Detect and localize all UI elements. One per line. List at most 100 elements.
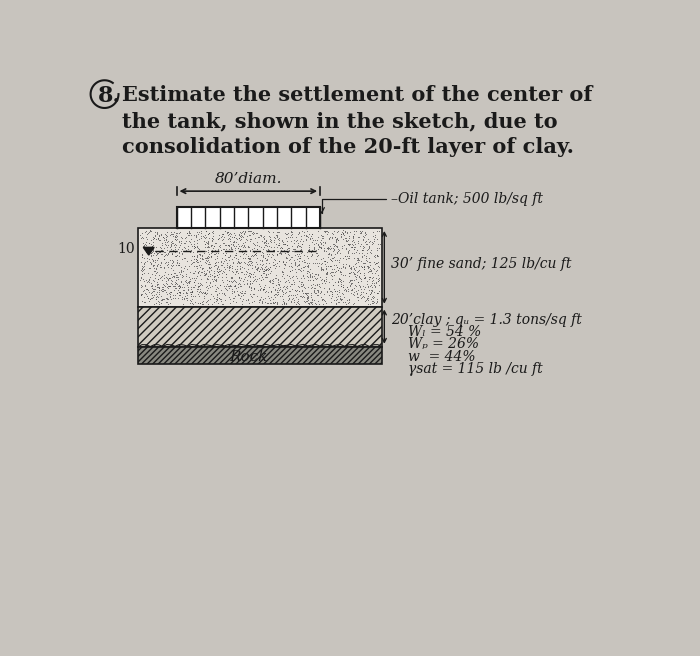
Point	[248, 243, 259, 254]
Point	[300, 230, 312, 241]
Point	[298, 255, 309, 265]
Point	[304, 274, 316, 285]
Point	[267, 297, 279, 308]
Point	[363, 244, 374, 255]
Point	[276, 241, 287, 252]
Point	[352, 253, 363, 264]
Point	[263, 231, 274, 241]
Point	[286, 236, 297, 247]
Point	[217, 247, 228, 258]
Point	[298, 265, 309, 276]
Point	[209, 237, 220, 248]
Point	[346, 236, 358, 247]
Point	[192, 280, 203, 291]
Point	[293, 264, 304, 274]
Point	[234, 235, 246, 245]
Point	[350, 285, 361, 296]
Point	[178, 279, 189, 290]
Point	[271, 232, 282, 242]
Point	[212, 234, 223, 244]
Point	[139, 256, 150, 267]
Point	[136, 233, 147, 243]
Point	[343, 298, 354, 309]
Point	[219, 254, 230, 264]
Point	[228, 236, 239, 246]
Point	[315, 230, 326, 240]
Point	[239, 274, 250, 285]
Point	[181, 275, 192, 285]
Point	[371, 294, 382, 304]
Point	[152, 274, 163, 284]
Point	[200, 277, 211, 287]
Point	[367, 236, 378, 247]
Point	[250, 249, 261, 259]
Point	[312, 226, 323, 236]
Point	[348, 235, 359, 245]
Point	[139, 260, 150, 271]
Point	[178, 285, 190, 296]
Point	[186, 255, 197, 265]
Point	[148, 290, 160, 300]
Point	[144, 256, 155, 267]
Point	[164, 272, 175, 283]
Point	[157, 249, 168, 260]
Point	[276, 271, 288, 281]
Point	[340, 251, 351, 261]
Point	[318, 295, 329, 306]
Point	[176, 262, 187, 272]
Point	[310, 274, 321, 285]
Point	[217, 276, 228, 287]
Point	[270, 297, 281, 308]
Point	[239, 285, 251, 296]
Point	[218, 243, 230, 254]
Point	[156, 295, 167, 305]
Point	[158, 232, 169, 242]
Point	[207, 231, 218, 241]
Point	[279, 262, 290, 273]
Point	[193, 229, 204, 239]
Point	[302, 232, 314, 242]
Point	[228, 237, 239, 247]
Point	[272, 297, 283, 308]
Point	[312, 290, 323, 300]
Point	[234, 263, 246, 274]
Point	[299, 287, 310, 298]
Point	[204, 262, 215, 272]
Point	[283, 243, 294, 253]
Point	[324, 249, 335, 260]
Point	[164, 298, 176, 308]
Point	[202, 255, 213, 266]
Point	[163, 249, 174, 260]
Point	[340, 283, 351, 294]
Point	[277, 296, 288, 306]
Point	[301, 294, 312, 304]
Point	[226, 272, 237, 283]
Point	[260, 264, 271, 275]
Point	[335, 228, 346, 239]
Point	[302, 298, 314, 308]
Point	[197, 246, 209, 256]
Point	[321, 229, 332, 239]
Point	[246, 291, 257, 302]
Point	[318, 265, 329, 276]
Point	[356, 228, 367, 238]
Point	[273, 246, 284, 256]
Point	[275, 245, 286, 255]
Point	[143, 228, 154, 238]
Point	[137, 286, 148, 297]
Point	[241, 278, 253, 289]
Point	[321, 268, 332, 278]
Point	[260, 270, 272, 281]
Point	[209, 261, 220, 272]
Point	[339, 285, 350, 296]
Point	[173, 290, 184, 300]
Point	[340, 262, 351, 272]
Point	[261, 297, 272, 308]
Point	[285, 266, 296, 277]
Point	[345, 263, 356, 274]
Point	[372, 256, 384, 267]
Point	[234, 243, 246, 254]
Point	[246, 256, 257, 266]
Point	[174, 237, 185, 247]
Point	[284, 255, 295, 265]
